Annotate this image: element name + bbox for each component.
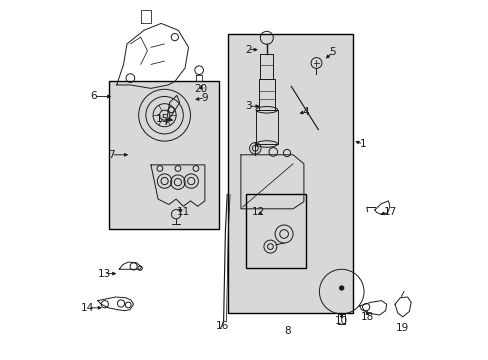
Text: 15: 15 [156, 114, 169, 124]
Text: 11: 11 [176, 207, 189, 217]
Text: 16: 16 [215, 321, 228, 331]
Text: 2: 2 [244, 45, 251, 55]
Text: 9: 9 [201, 93, 208, 103]
Text: 19: 19 [395, 323, 408, 333]
Text: 4: 4 [302, 107, 308, 117]
Text: 14: 14 [81, 303, 94, 313]
Text: 13: 13 [97, 269, 110, 279]
Text: 6: 6 [90, 91, 97, 102]
Text: 17: 17 [383, 207, 396, 217]
Text: 12: 12 [251, 207, 264, 217]
Text: 20: 20 [194, 84, 207, 94]
Text: 8: 8 [284, 326, 290, 336]
Text: 1: 1 [359, 139, 366, 149]
Text: 7: 7 [108, 150, 114, 160]
Bar [228, 34, 352, 313]
Text: 18: 18 [360, 312, 373, 322]
Circle shape [339, 286, 343, 290]
Text: 5: 5 [329, 47, 335, 57]
Text: 3: 3 [244, 101, 251, 111]
Text: 10: 10 [334, 316, 347, 326]
Bar [246, 194, 305, 268]
Bar [109, 81, 219, 229]
